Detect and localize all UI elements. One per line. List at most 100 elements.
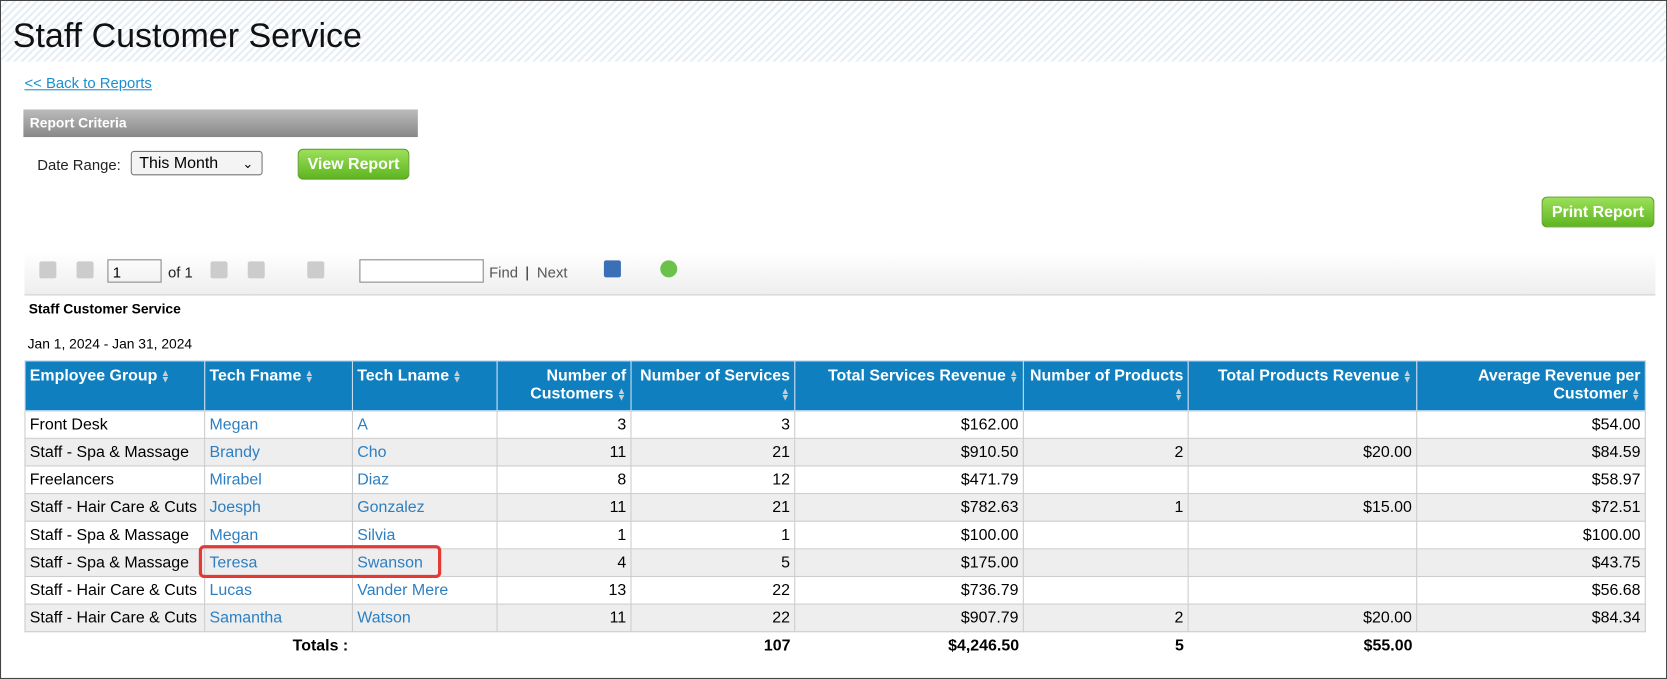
column-header: Total Services Revenue ▲ ▼ bbox=[794, 360, 1024, 412]
name-link: Diaz bbox=[351, 465, 498, 495]
column-header: Number of Products▲ ▼ bbox=[1022, 360, 1189, 412]
totals-label: Totals : bbox=[292, 636, 349, 655]
back-button[interactable] bbox=[307, 261, 325, 279]
name-link: Lucas bbox=[204, 575, 353, 605]
cell: $736.79 bbox=[794, 575, 1024, 605]
column-title: Number of Services bbox=[640, 366, 790, 385]
cell bbox=[1187, 520, 1418, 550]
name-link: Teresa bbox=[204, 548, 353, 577]
sort-icon: ▲ ▼ bbox=[1402, 367, 1412, 385]
cell: 1 bbox=[496, 520, 632, 550]
sort-icon: ▲ ▼ bbox=[780, 385, 790, 403]
cell: 13 bbox=[496, 575, 632, 605]
highlight-box bbox=[198, 545, 442, 579]
data-row: Staff - Spa & Massage Megan Silvia 1 1 $100.0… bbox=[24, 520, 1646, 550]
cell: 21 bbox=[630, 437, 796, 467]
sort-icon: ▲ ▼ bbox=[304, 367, 315, 385]
cell: 3 bbox=[630, 410, 796, 439]
cell bbox=[1022, 520, 1189, 550]
name-link: Mirabel bbox=[204, 465, 353, 495]
name-link: Megan bbox=[204, 410, 353, 439]
print-button[interactable]: Print Report bbox=[1541, 196, 1655, 228]
cell: Staff - Spa & Massage bbox=[24, 548, 206, 577]
cell bbox=[1187, 575, 1418, 605]
data-row: Freelancers Mirabel Diaz 8 12 $471.79 $58.97 bbox=[24, 465, 1646, 495]
cell: $782.63 bbox=[794, 493, 1024, 522]
find-link[interactable]: Find bbox=[489, 263, 519, 281]
cell: 5 bbox=[630, 548, 796, 577]
sort-icon: ▲ ▼ bbox=[616, 385, 627, 403]
total-products: 5 bbox=[1175, 636, 1184, 655]
total-services-revenue: $4,246.50 bbox=[948, 636, 1020, 655]
view-button[interactable]: View Report bbox=[297, 148, 410, 180]
cell bbox=[1022, 410, 1189, 439]
cell bbox=[1022, 465, 1189, 495]
cell: 21 bbox=[630, 493, 796, 522]
data-row: Staff - Hair Care & Cuts Joesph Gonzalez 11… bbox=[24, 493, 1646, 522]
report-table: Employee Group ▲ ▼ Tech Fname ▲ ▼ Tech Lname ▲ ▼… bbox=[24, 360, 1646, 660]
column-header: Total Products Revenue ▲ ▼ bbox=[1187, 360, 1418, 412]
cell: 1 bbox=[630, 520, 796, 550]
cell: $20.00 bbox=[1187, 603, 1418, 633]
cell: Staff - Hair Care & Cuts bbox=[24, 603, 206, 633]
column-title: Tech Lname bbox=[357, 366, 450, 385]
cell: $43.75 bbox=[1416, 548, 1646, 577]
prev-page[interactable] bbox=[76, 261, 94, 279]
cell bbox=[1187, 465, 1418, 495]
first-page[interactable] bbox=[39, 261, 57, 279]
name-link: Swanson bbox=[351, 548, 498, 577]
cell: Staff - Hair Care & Cuts bbox=[24, 575, 206, 605]
data-row: Staff - Hair Care & Cuts Samantha Watson 11… bbox=[24, 603, 1646, 633]
cell: $58.97 bbox=[1416, 465, 1646, 495]
cell: 22 bbox=[630, 575, 796, 605]
cell: Staff - Spa & Massage bbox=[24, 437, 206, 467]
cell: $100.00 bbox=[794, 520, 1024, 550]
cell: $907.79 bbox=[794, 603, 1024, 633]
name-link: Vander Mere bbox=[351, 575, 498, 605]
cell: $84.34 bbox=[1416, 603, 1646, 633]
name-link: Brandy bbox=[204, 437, 353, 467]
cell: 3 bbox=[496, 410, 632, 439]
cell bbox=[352, 632, 497, 660]
cell: 12 bbox=[630, 465, 796, 495]
column-title: Total Products Revenue bbox=[1217, 366, 1400, 385]
cell: 11 bbox=[496, 437, 632, 467]
column-title: Number of Products bbox=[1030, 366, 1184, 385]
cell bbox=[1187, 410, 1418, 439]
totals-row: Totals : 107 $4,246.50 5 $55.00 bbox=[25, 632, 1645, 660]
column-header: Employee Group ▲ ▼ bbox=[24, 360, 206, 412]
next-link[interactable]: Next bbox=[536, 263, 568, 281]
total-products-revenue: $55.00 bbox=[1363, 636, 1413, 655]
cell: $54.00 bbox=[1416, 410, 1646, 439]
name-link: A bbox=[351, 410, 498, 439]
column-header: Tech Fname ▲ ▼ bbox=[204, 360, 353, 412]
date-range-label: Date Range: bbox=[37, 156, 121, 174]
cell: $84.59 bbox=[1416, 437, 1646, 467]
page-count: of 1 bbox=[167, 263, 193, 281]
cell: Staff - Spa & Massage bbox=[24, 520, 206, 550]
cell bbox=[1022, 575, 1189, 605]
last-page[interactable] bbox=[247, 261, 265, 279]
page-input[interactable]: 1 bbox=[107, 259, 162, 283]
next-page[interactable] bbox=[210, 261, 228, 279]
criteria-title: Report Criteria bbox=[23, 109, 418, 138]
cell bbox=[1022, 548, 1189, 577]
cell: $100.00 bbox=[1416, 520, 1646, 550]
cell bbox=[1187, 548, 1418, 577]
back-link[interactable]: << Back to Reports bbox=[24, 74, 152, 92]
cell: 8 bbox=[496, 465, 632, 495]
export-icon[interactable] bbox=[603, 260, 621, 278]
name-link: Joesph bbox=[204, 493, 353, 522]
cell: 4 bbox=[496, 548, 632, 577]
cell: 11 bbox=[496, 493, 632, 522]
date-range-select[interactable]: This Month ⌄ bbox=[130, 150, 263, 176]
find-input[interactable] bbox=[359, 259, 484, 283]
data-row: Front Desk Megan A 3 3 $162.00 $54.00 bbox=[24, 410, 1646, 439]
report-title: Staff Customer Service bbox=[28, 300, 181, 317]
sort-icon: ▲ ▼ bbox=[1173, 385, 1184, 403]
separator: | bbox=[525, 263, 530, 281]
data-row: Staff - Hair Care & Cuts Lucas Vander Mere… bbox=[24, 575, 1646, 605]
cell: $471.79 bbox=[794, 465, 1024, 495]
refresh-icon[interactable] bbox=[660, 260, 678, 278]
